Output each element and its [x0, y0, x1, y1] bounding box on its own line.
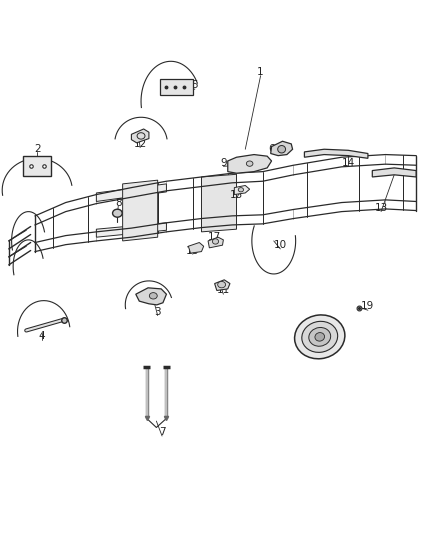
Polygon shape [188, 243, 204, 253]
Ellipse shape [212, 239, 219, 244]
Polygon shape [234, 185, 250, 195]
Text: 8: 8 [115, 198, 122, 207]
Text: 14: 14 [342, 158, 355, 167]
Ellipse shape [315, 333, 325, 341]
Text: 9: 9 [220, 158, 227, 167]
Text: 19: 19 [361, 302, 374, 311]
Text: 18: 18 [309, 331, 322, 341]
Ellipse shape [113, 209, 122, 217]
Ellipse shape [218, 281, 226, 288]
Polygon shape [208, 237, 223, 248]
Text: 17: 17 [208, 232, 221, 242]
Polygon shape [215, 280, 230, 290]
FancyBboxPatch shape [160, 79, 193, 95]
Text: 16: 16 [186, 246, 199, 255]
Ellipse shape [246, 161, 253, 166]
Text: 3: 3 [154, 307, 161, 317]
FancyBboxPatch shape [23, 156, 52, 176]
Text: 10: 10 [274, 240, 287, 250]
Polygon shape [304, 149, 368, 158]
Polygon shape [136, 288, 166, 305]
Polygon shape [201, 174, 237, 232]
Text: 13: 13 [374, 203, 388, 213]
Ellipse shape [278, 146, 286, 153]
Polygon shape [228, 155, 272, 173]
Text: 4: 4 [38, 331, 45, 341]
Text: 7: 7 [159, 427, 166, 437]
Polygon shape [131, 129, 149, 143]
Text: 11: 11 [217, 286, 230, 295]
Ellipse shape [295, 315, 345, 359]
Ellipse shape [302, 321, 338, 352]
Text: 12: 12 [134, 139, 147, 149]
Ellipse shape [309, 327, 331, 346]
Polygon shape [271, 141, 293, 156]
Polygon shape [96, 184, 166, 201]
Ellipse shape [149, 293, 157, 299]
Text: 5: 5 [191, 80, 198, 90]
Ellipse shape [238, 188, 244, 192]
Polygon shape [372, 168, 416, 177]
Text: 1: 1 [257, 67, 264, 77]
Text: 6: 6 [268, 144, 275, 154]
Polygon shape [123, 180, 158, 241]
Text: 15: 15 [230, 190, 243, 199]
Polygon shape [96, 223, 166, 237]
Text: 2: 2 [34, 144, 41, 154]
